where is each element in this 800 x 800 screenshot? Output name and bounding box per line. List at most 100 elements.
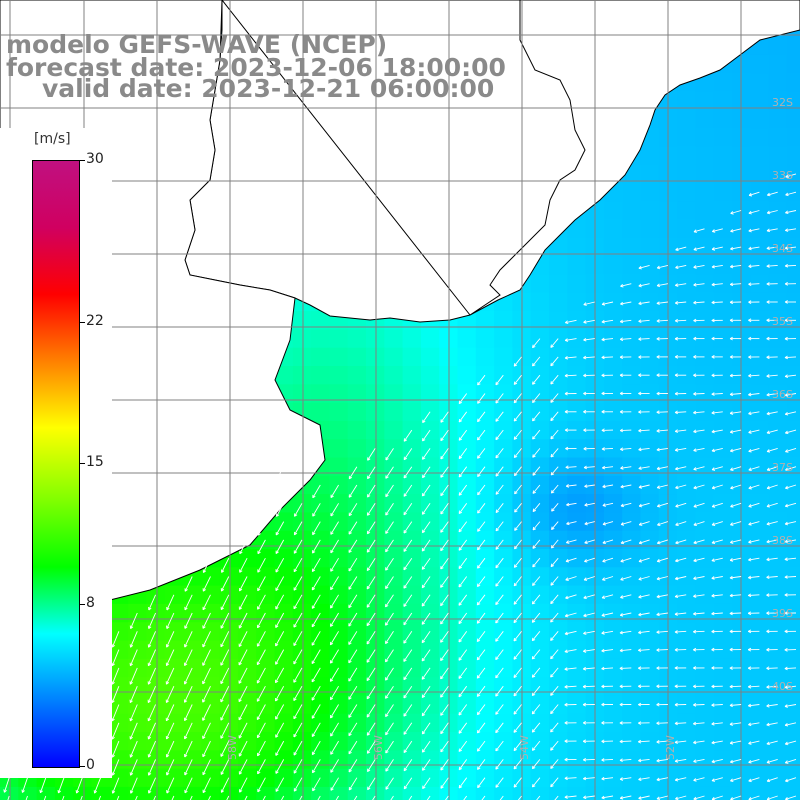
wind-arrow xyxy=(111,759,120,776)
wind-arrow-head xyxy=(565,595,568,599)
wind-arrow-head xyxy=(550,417,552,421)
wind-arrow-head xyxy=(531,783,534,788)
latitude-label: 39S xyxy=(772,607,793,620)
wind-arrow-head xyxy=(531,729,534,733)
wind-cell xyxy=(695,494,715,513)
wind-arrow-head xyxy=(638,355,642,358)
wind-cell xyxy=(366,420,385,440)
wind-arrow xyxy=(257,503,266,517)
wind-arrow xyxy=(730,283,742,285)
wind-arrow xyxy=(729,576,742,579)
wind-arrow xyxy=(477,374,486,386)
wind-arrow-head xyxy=(495,729,497,733)
wind-cell xyxy=(695,366,715,385)
wind-cell xyxy=(713,622,733,642)
wind-arrow xyxy=(440,484,449,496)
wind-arrow xyxy=(785,173,797,178)
wind-arrow xyxy=(495,429,504,440)
wind-arrow xyxy=(184,777,193,794)
wind-cell xyxy=(622,750,642,770)
wind-arrow xyxy=(532,374,541,385)
wind-cell xyxy=(164,786,184,800)
wind-arrow xyxy=(550,576,559,586)
wind-arrow-head xyxy=(784,300,788,303)
wind-arrow-head xyxy=(729,611,733,614)
wind-arrow xyxy=(257,740,266,757)
wind-arrow xyxy=(693,576,705,580)
wind-arrow-head xyxy=(601,373,605,376)
wind-cell xyxy=(311,402,330,422)
wind-cell xyxy=(603,750,623,770)
wind-cell xyxy=(329,786,349,800)
wind-arrow xyxy=(458,539,468,551)
wind-arrow xyxy=(513,594,522,605)
wind-arrow xyxy=(767,210,778,214)
wind-arrow xyxy=(748,557,760,561)
wind-arrow-head xyxy=(656,740,660,743)
wind-arrow-head xyxy=(601,337,605,341)
wind-cell xyxy=(750,750,770,770)
wind-cell xyxy=(695,146,715,166)
wind-arrow xyxy=(748,411,760,415)
wind-arrow xyxy=(111,667,120,685)
wind-arrow xyxy=(312,557,321,572)
wind-arrow xyxy=(458,631,468,643)
wind-cell xyxy=(750,677,770,696)
wind-arrow-head xyxy=(748,448,752,452)
wind-arrow xyxy=(348,612,358,627)
wind-arrow xyxy=(256,667,266,684)
wind-arrow xyxy=(385,631,394,644)
wind-arrow xyxy=(583,319,595,323)
wind-arrow xyxy=(458,448,468,459)
wind-arrow xyxy=(129,740,138,758)
wind-cell xyxy=(768,622,788,642)
wind-arrow-head xyxy=(656,283,660,287)
wind-arrow-head xyxy=(730,264,733,268)
wind-arrow xyxy=(184,740,193,758)
wind-arrow-head xyxy=(711,282,715,286)
wind-arrow-head xyxy=(730,211,734,214)
wind-arrow xyxy=(116,795,120,800)
wind-arrow xyxy=(550,649,559,660)
wind-arrow xyxy=(766,393,778,396)
wind-arrow-head xyxy=(784,741,788,745)
wind-arrow xyxy=(620,502,632,507)
wind-arrow xyxy=(257,759,266,775)
wind-arrow xyxy=(730,411,742,414)
wind-arrow xyxy=(584,484,595,487)
colorbar-tickmark xyxy=(79,160,85,161)
wind-arrow xyxy=(620,612,632,616)
wind-cell xyxy=(750,164,770,184)
wind-cell xyxy=(695,567,715,587)
wind-cell xyxy=(677,695,696,715)
wind-cell xyxy=(695,128,715,147)
wind-arrow xyxy=(458,777,468,789)
wind-arrow xyxy=(551,503,559,512)
wind-cell xyxy=(347,439,367,459)
wind-arrow xyxy=(638,576,650,580)
wind-arrow-head xyxy=(550,765,552,769)
wind-cell xyxy=(567,494,587,513)
wind-arrow xyxy=(550,338,559,348)
wind-cell xyxy=(567,622,587,642)
wind-arrow xyxy=(711,264,723,268)
wind-cell xyxy=(750,622,770,642)
wind-arrow xyxy=(766,447,778,453)
wind-arrow-head xyxy=(583,446,587,450)
wind-cell xyxy=(695,402,715,422)
wind-arrow xyxy=(385,612,394,626)
wind-arrow-head xyxy=(674,740,678,743)
wind-arrow xyxy=(330,777,339,791)
wind-arrow-head xyxy=(711,593,715,597)
wind-arrow xyxy=(366,576,376,590)
wind-cell xyxy=(384,420,404,440)
wind-arrow-head xyxy=(656,540,660,544)
wind-cell xyxy=(750,128,770,147)
wind-arrow-head xyxy=(674,448,678,451)
wind-cell xyxy=(603,366,623,385)
wind-cell xyxy=(750,274,770,294)
wind-arrow xyxy=(7,795,10,800)
wind-cell xyxy=(750,256,770,276)
wind-cell xyxy=(494,786,513,800)
